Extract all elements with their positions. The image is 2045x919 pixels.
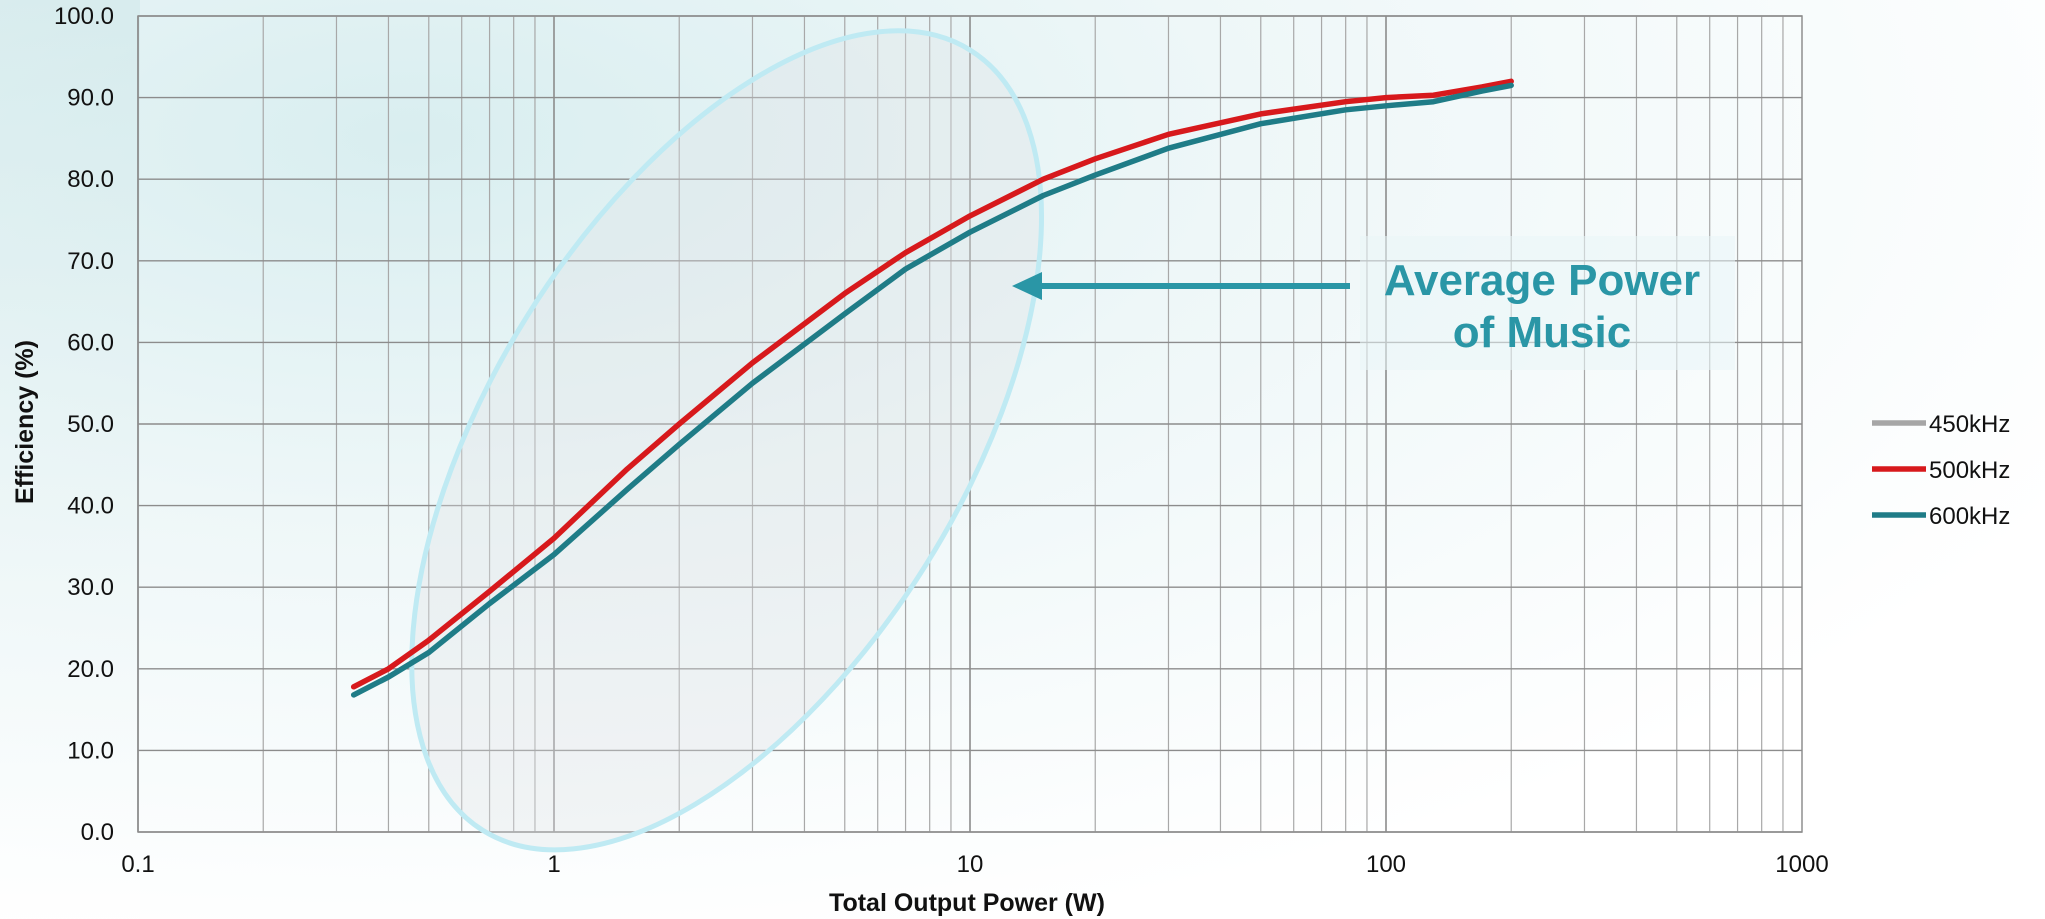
y-tick-label: 100.0 xyxy=(54,3,114,30)
axis-layer: 0.0 10.0 20.0 30.0 40.0 50.0 60.0 70.0 80.0 90.0 1… xyxy=(54,3,1829,878)
grid xyxy=(137,15,1803,833)
legend-label-450kHz: 450kHz xyxy=(1929,411,2010,438)
series-layer xyxy=(350,78,1514,698)
series-line-500kHz xyxy=(350,78,1514,690)
y-tick-label: 20.0 xyxy=(67,656,114,683)
music-power-ellipse xyxy=(409,28,1044,853)
annotation-text-line2: of Music xyxy=(1453,308,1631,357)
x-tick-label: 10 xyxy=(957,851,984,878)
y-tick-label: 0.0 xyxy=(81,819,114,846)
x-tick-label: 0.1 xyxy=(121,851,154,878)
x-tick-label: 100 xyxy=(1366,851,1406,878)
y-tick-label: 50.0 xyxy=(67,411,114,438)
y-tick-label: 30.0 xyxy=(67,574,114,601)
annotation: Average Power of Music xyxy=(1012,236,1735,370)
x-axis-title: Total Output Power (W) xyxy=(829,889,1105,917)
y-tick-label: 70.0 xyxy=(67,248,114,275)
y-tick-label: 80.0 xyxy=(67,166,114,193)
x-tick-label: 1000 xyxy=(1775,851,1828,878)
annotation-arrowhead xyxy=(1012,272,1042,300)
y-tick-label: 90.0 xyxy=(67,85,114,112)
x-tick-label: 1 xyxy=(547,851,560,878)
annotation-backdrop xyxy=(1360,236,1735,370)
background-left-fade xyxy=(0,0,140,919)
legend: 450kHz 500kHz 600kHz xyxy=(1872,411,2010,530)
series-line-600kHz xyxy=(350,82,1514,698)
legend-label-500kHz: 500kHz xyxy=(1929,457,2010,484)
annotation-text-line1: Average Power xyxy=(1384,256,1700,305)
y-tick-label: 40.0 xyxy=(67,493,114,520)
y-tick-label: 60.0 xyxy=(67,329,114,356)
legend-label-600kHz: 600kHz xyxy=(1929,503,2010,530)
highlight-layer xyxy=(409,28,1044,853)
y-tick-label: 10.0 xyxy=(67,737,114,764)
y-axis-title: Efficiency (%) xyxy=(11,340,39,504)
